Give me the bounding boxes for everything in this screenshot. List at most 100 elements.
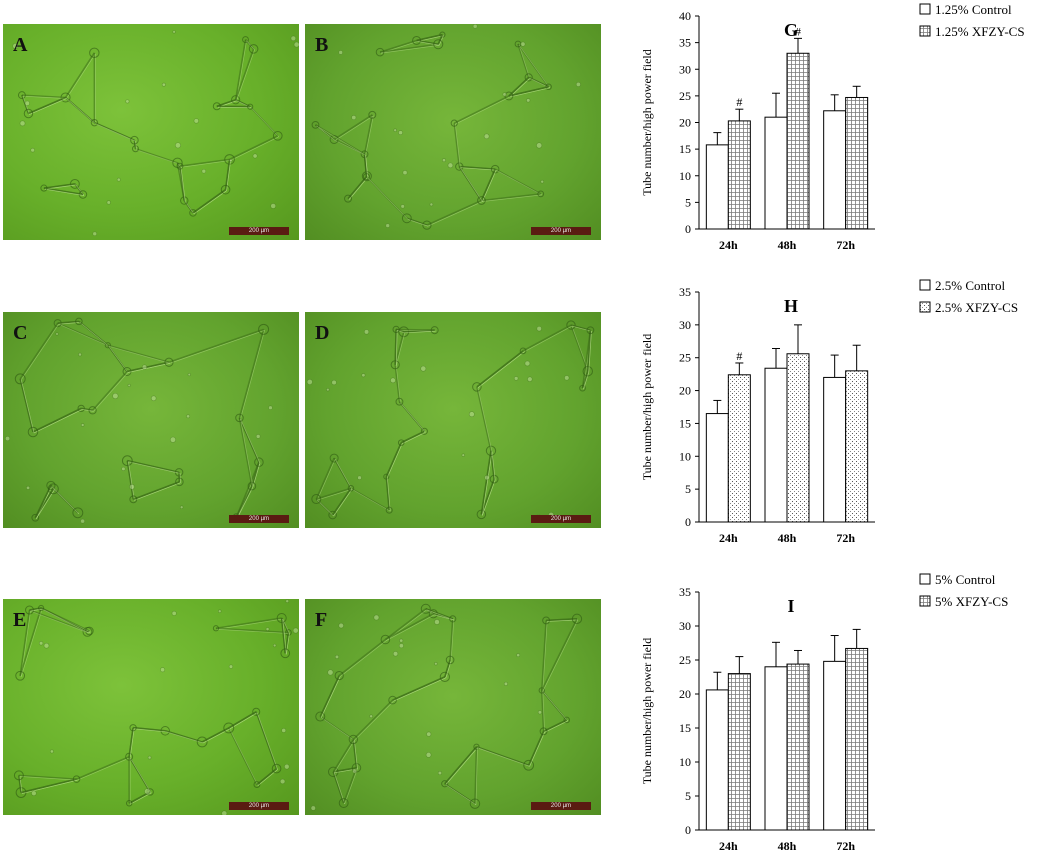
bar-48h-series-1 [764, 367, 788, 523]
bar-72h-series-1 [823, 376, 847, 523]
x-tick-label: 48h [778, 238, 797, 252]
legend-entry: 1.25% XFZY-CS [935, 24, 1025, 39]
y-tick-label: 30 [679, 318, 691, 332]
panel-letter-b: B [315, 34, 329, 56]
y-tick-label: 10 [679, 169, 691, 183]
cell-network-a [12, 30, 299, 237]
chart-panel-letter: H [784, 296, 798, 316]
significance-mark: # [795, 24, 801, 38]
bar-24h-series-1 [705, 144, 729, 230]
y-tick-label: 30 [679, 62, 691, 76]
y-tick-label: 20 [679, 116, 691, 130]
legend-entry: 2.5% Control [935, 278, 1005, 293]
legend-entry: 1.25% Control [935, 2, 1012, 17]
x-tick-label: 24h [719, 839, 738, 853]
y-tick-label: 0 [685, 823, 691, 837]
legend-entry: 5% Control [935, 572, 996, 587]
y-axis-label: Tube number/high power field [640, 638, 654, 785]
legend-swatch [919, 573, 931, 585]
x-tick-label: 24h [719, 531, 738, 545]
x-tick-label: 48h [778, 531, 797, 545]
bar-72h-series-2 [845, 370, 869, 523]
legend-entry: 5% XFZY-CS [935, 594, 1008, 609]
bar-72h-series-2 [845, 96, 869, 230]
bar-24h-series-1 [705, 413, 729, 523]
y-axis-label: Tube number/high power field [640, 49, 654, 196]
bar-48h-series-2 [786, 663, 810, 831]
y-tick-label: 20 [679, 687, 691, 701]
micrograph-e: E 200 µm [3, 599, 299, 815]
micrograph-a: A 200 µm [3, 24, 299, 240]
bar-24h-series-2 [727, 374, 751, 523]
legend-swatch [919, 595, 931, 607]
significance-mark: # [736, 349, 742, 363]
y-tick-label: 35 [679, 36, 691, 50]
cell-network-b [311, 24, 581, 230]
y-tick-label: 15 [679, 142, 691, 156]
cell-network-d [306, 320, 595, 520]
x-tick-label: 72h [836, 839, 855, 853]
micrograph-c: C 200 µm [3, 312, 299, 528]
y-tick-label: 30 [679, 619, 691, 633]
y-tick-label: 5 [685, 789, 691, 803]
scale-bar-b: 200 µm [531, 227, 591, 235]
scale-bar-e: 200 µm [229, 802, 289, 810]
bar-72h-series-1 [823, 110, 847, 230]
chart-panel-letter: I [787, 596, 794, 616]
y-tick-label: 40 [679, 9, 691, 23]
y-tick-label: 10 [679, 755, 691, 769]
bar-72h-series-1 [823, 660, 847, 831]
micrograph-d: D 200 µm [305, 312, 601, 528]
y-tick-label: 10 [679, 449, 691, 463]
x-tick-label: 48h [778, 839, 797, 853]
legend-swatch [919, 279, 931, 291]
bar-24h-series-1 [705, 689, 729, 831]
legend-swatch [919, 301, 931, 313]
chart-i: 0 5 10 15 20 25 30 35 Tube number/high power fie… [640, 572, 1008, 853]
x-tick-label: 24h [719, 238, 738, 252]
y-tick-label: 35 [679, 285, 691, 299]
y-tick-label: 5 [685, 482, 691, 496]
cell-network-e [13, 599, 299, 815]
panel-letter-d: D [315, 322, 330, 344]
y-tick-label: 20 [679, 384, 691, 398]
significance-mark: # [736, 95, 742, 109]
y-tick-label: 15 [679, 721, 691, 735]
chart-g: 0 5 10 15 20 25 30 35 40 Tube number/high power f… [640, 2, 1025, 252]
bar-24h-series-2 [727, 673, 751, 831]
panel-letter-a: A [13, 34, 28, 56]
x-tick-label: 72h [836, 531, 855, 545]
bar-48h-series-2 [786, 353, 810, 523]
panel-letter-f: F [315, 609, 328, 631]
chart-panel-letter: G [784, 20, 798, 40]
scale-bar-d: 200 µm [531, 515, 591, 523]
bar-48h-series-1 [764, 666, 788, 831]
y-tick-label: 0 [685, 222, 691, 236]
scale-bar-f: 200 µm [531, 802, 591, 810]
legend-swatch [919, 3, 931, 15]
bar-48h-series-2 [786, 52, 810, 230]
x-tick-label: 72h [836, 238, 855, 252]
scale-bar-c: 200 µm [229, 515, 289, 523]
legend-entry: 2.5% XFZY-CS [935, 300, 1018, 315]
cell-network-c [5, 317, 273, 524]
y-tick-label: 25 [679, 653, 691, 667]
micrograph-b: B 200 µm [305, 24, 601, 240]
chart-h: 0 5 10 15 20 25 30 35 Tube number/high power fie… [640, 278, 1018, 545]
y-tick-label: 0 [685, 515, 691, 529]
bar-48h-series-1 [764, 116, 788, 230]
y-tick-label: 25 [679, 351, 691, 365]
legend-swatch [919, 25, 931, 37]
scale-bar-a: 200 µm [229, 227, 289, 235]
panel-letter-e: E [13, 609, 27, 631]
y-tick-label: 35 [679, 585, 691, 599]
panel-letter-c: C [13, 322, 28, 344]
micrograph-f: F 200 µm [305, 599, 601, 815]
y-tick-label: 25 [679, 89, 691, 103]
y-tick-label: 5 [685, 195, 691, 209]
bar-72h-series-2 [845, 647, 869, 831]
bar-24h-series-2 [727, 120, 751, 230]
y-axis-label: Tube number/high power field [640, 334, 654, 481]
cell-network-f [310, 603, 583, 811]
y-tick-label: 15 [679, 416, 691, 430]
